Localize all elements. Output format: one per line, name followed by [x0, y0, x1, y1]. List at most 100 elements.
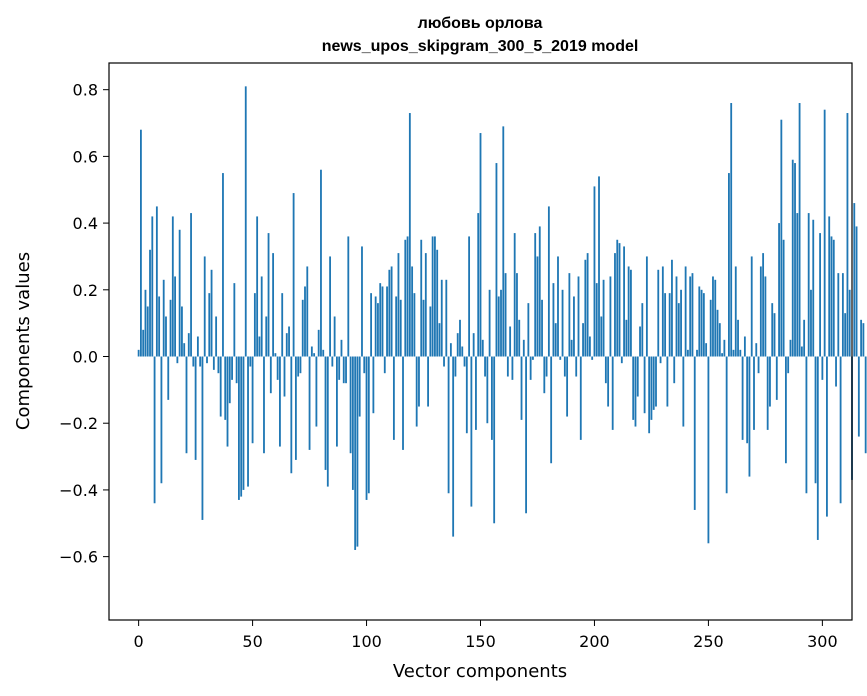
bar-component-235	[673, 356, 676, 384]
bar-component-281	[778, 223, 780, 357]
bar-component-236	[675, 276, 678, 357]
bar-component-58	[269, 356, 272, 394]
bar-component-200	[593, 186, 596, 357]
bar-component-199	[591, 356, 594, 360]
bar-component-123	[418, 356, 420, 407]
bar-component-38	[224, 356, 227, 420]
bar-component-258	[725, 356, 728, 494]
bar-component-36	[219, 356, 222, 417]
bar-component-110	[388, 269, 391, 357]
bar-component-67	[290, 356, 293, 474]
bar-component-7	[153, 356, 156, 504]
bar-component-65	[285, 333, 288, 357]
bar-component-164	[511, 356, 514, 380]
bar-component-238	[680, 289, 682, 357]
bar-component-152	[484, 356, 486, 377]
bar-component-111	[390, 266, 393, 357]
bar-component-15	[171, 216, 174, 357]
bar-component-269	[750, 256, 753, 357]
bar-component-185	[559, 356, 562, 360]
bar-component-205	[604, 356, 607, 384]
bar-component-297	[814, 356, 817, 484]
bar-component-114	[397, 253, 400, 357]
bar-component-118	[406, 236, 409, 357]
bar-component-207	[609, 276, 612, 357]
bar-component-288	[794, 163, 796, 357]
bar-component-276	[766, 356, 769, 430]
bar-component-59	[272, 253, 275, 357]
bar-component-156	[493, 356, 496, 524]
bar-component-177	[541, 299, 543, 357]
bar-component-55	[263, 356, 265, 454]
bar-component-219	[636, 356, 639, 397]
bar-component-284	[784, 356, 787, 464]
bar-component-287	[791, 159, 794, 357]
bar-component-165	[513, 233, 516, 357]
bar-component-307	[837, 273, 840, 357]
bar-component-25	[194, 356, 197, 460]
y-tick-label: 0.0	[73, 348, 98, 367]
bar-component-49	[249, 356, 252, 367]
bar-component-143	[463, 356, 466, 367]
bar-component-154	[488, 289, 491, 357]
bar-component-231	[664, 293, 667, 357]
bar-component-31	[208, 293, 211, 357]
bar-component-28	[201, 356, 204, 520]
bar-component-244	[693, 356, 696, 510]
bar-component-92	[347, 236, 350, 357]
bar-component-318	[862, 323, 865, 357]
bar-component-115	[399, 299, 402, 357]
bar-component-195	[582, 323, 584, 357]
bar-component-52	[256, 216, 259, 357]
bar-component-69	[294, 356, 297, 460]
y-tick-label: 0.6	[73, 147, 98, 166]
bar-component-198	[588, 336, 591, 357]
bar-component-21	[185, 356, 188, 454]
x-tick-label: 150	[465, 632, 496, 651]
bar-component-161	[504, 273, 507, 357]
bar-component-23	[190, 213, 192, 357]
bar-component-113	[395, 296, 398, 357]
bar-component-211	[618, 243, 621, 357]
bar-component-302	[826, 356, 828, 517]
bar-component-39	[226, 356, 229, 447]
bar-component-278	[771, 303, 774, 357]
bar-component-309	[841, 273, 844, 357]
bar-component-70	[297, 356, 300, 377]
y-axis-ticks: −0.6 −0.4 −0.2 0.0 0.2 0.4 0.6 0.8	[59, 81, 109, 567]
bar-component-301	[823, 109, 826, 357]
bar-component-210	[616, 239, 619, 357]
bar-component-60	[274, 353, 277, 357]
bar-component-0	[137, 349, 140, 357]
bar-component-197	[586, 253, 589, 357]
bar-component-250	[707, 356, 710, 544]
bar-component-97	[358, 356, 361, 417]
bar-component-189	[568, 273, 571, 357]
bar-component-187	[563, 356, 566, 377]
bar-component-296	[812, 219, 815, 357]
bar-component-54	[260, 276, 263, 357]
bar-component-90	[342, 356, 345, 384]
bar-component-180	[547, 206, 550, 357]
bar-component-85	[331, 356, 334, 367]
bar-component-41	[231, 356, 233, 380]
bar-component-271	[755, 343, 758, 357]
bar-component-304	[830, 236, 833, 357]
bar-component-43	[235, 356, 238, 384]
chart-title: любовь орлова	[418, 15, 543, 32]
bar-series	[137, 86, 867, 550]
bar-component-80	[320, 169, 322, 357]
bar-component-53	[258, 336, 261, 357]
bar-component-158	[497, 296, 500, 357]
bar-component-267	[746, 356, 749, 444]
bar-component-316	[857, 356, 860, 437]
bar-component-155	[490, 356, 493, 440]
bar-component-44	[238, 356, 240, 500]
bar-component-260	[730, 103, 733, 357]
bar-component-263	[737, 319, 739, 357]
bar-component-37	[222, 173, 224, 357]
bar-component-230	[661, 266, 664, 357]
bar-component-106	[379, 283, 382, 357]
bar-component-104	[374, 296, 377, 357]
